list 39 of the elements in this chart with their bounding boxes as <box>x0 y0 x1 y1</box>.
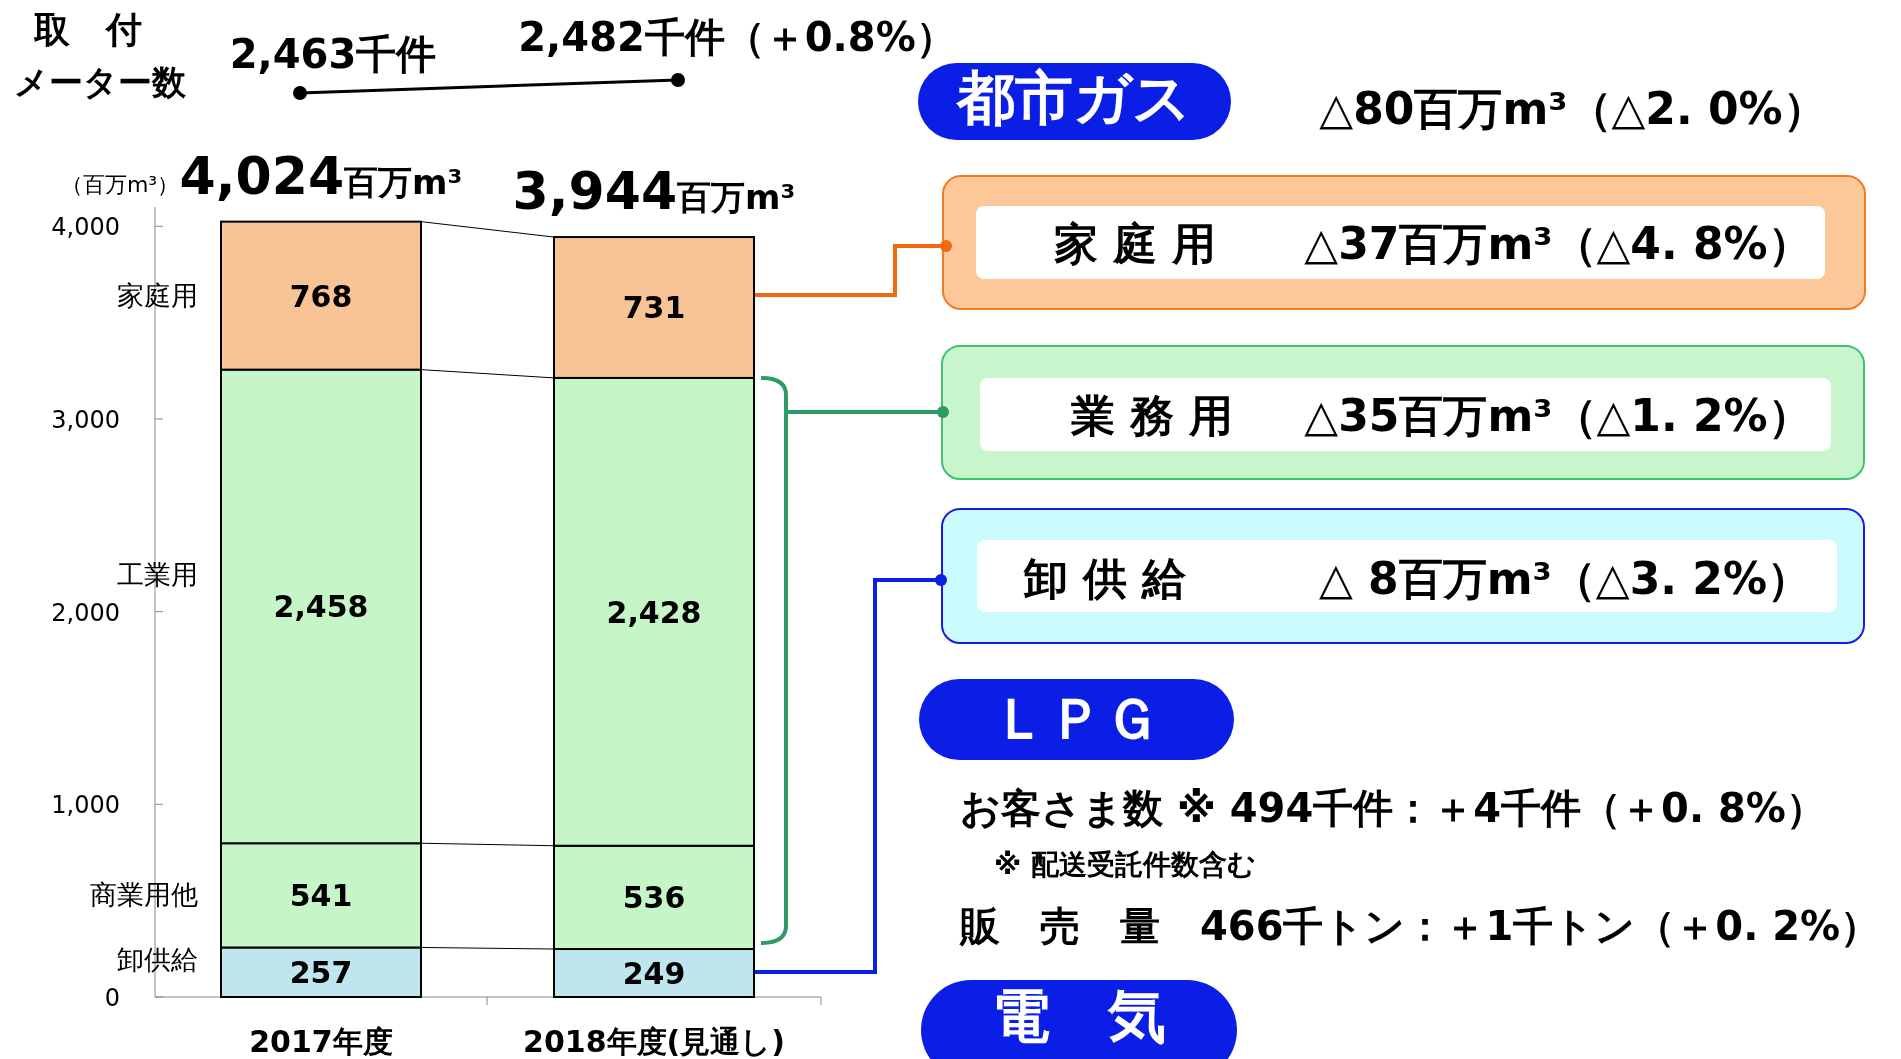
text: 731 <box>622 290 686 326</box>
x-tick-label: 2018年度(見通し) <box>523 1024 785 1059</box>
text: 電 気 <box>992 982 1166 1050</box>
text: 取 付 <box>33 9 142 50</box>
text: 2,428 <box>606 594 702 630</box>
text: 768 <box>289 278 353 314</box>
text: △37百万m³（△4. 8%） <box>1304 218 1812 269</box>
text: ＬＰＧ <box>992 686 1160 751</box>
text: 業 務 用 <box>1069 390 1234 441</box>
total-label: 3,944百万m³ <box>512 161 796 222</box>
text: 都市ガス <box>955 64 1191 132</box>
text: 卸 供 給 <box>1022 553 1188 604</box>
text: メーター数 <box>14 62 187 102</box>
text: 家 庭 用 <box>1053 218 1217 269</box>
text: ※ 配送受託件数含む <box>994 848 1256 881</box>
y-tick-label: 0 <box>104 984 120 1012</box>
text: お客さま数 ※ 494千件：＋4千件（＋0. 8%） <box>960 785 1826 831</box>
text: 249 <box>622 956 686 992</box>
y-tick-label: 1,000 <box>51 791 120 820</box>
series-label: 工業用 <box>117 558 198 590</box>
series-label: 商業用他 <box>90 879 198 911</box>
text: 536 <box>622 880 686 916</box>
text: △ 8百万m³（△3. 2%） <box>1318 553 1812 604</box>
text: 販 売 量 466千トン：＋1千トン（＋0. 2%） <box>959 903 1881 949</box>
text: 2,458 <box>273 589 369 625</box>
text: 541 <box>289 878 353 914</box>
y-axis-title: （百万m³） <box>60 172 180 197</box>
text: △35百万m³（△1. 2%） <box>1304 390 1812 441</box>
x-tick-label: 2017年度 <box>249 1024 393 1059</box>
text: 2,482千件（＋0.8%） <box>518 14 956 60</box>
series-label: 家庭用 <box>117 279 198 311</box>
total-label: 4,024百万m³ <box>179 145 463 206</box>
series-label: 卸供給 <box>117 944 198 975</box>
y-tick-label: 3,000 <box>51 405 120 434</box>
text: △80百万m³（△2. 0%） <box>1319 83 1827 134</box>
y-tick-label: 2,000 <box>51 598 120 627</box>
text: 257 <box>289 955 353 991</box>
text: 2,463千件 <box>229 31 437 77</box>
y-tick-label: 4,000 <box>51 213 120 242</box>
